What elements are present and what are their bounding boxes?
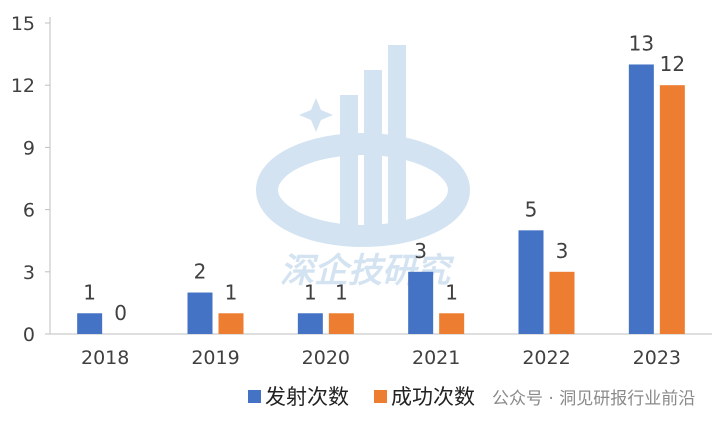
y-tick-label: 0 — [23, 324, 35, 346]
data-label: 3 — [414, 239, 427, 263]
bar — [328, 313, 354, 334]
y-tick-label: 15 — [11, 13, 35, 35]
bar — [218, 313, 244, 334]
x-tick-label: 2021 — [412, 347, 460, 369]
data-label: 13 — [629, 31, 654, 55]
x-tick-label: 2020 — [302, 347, 350, 369]
legend-swatch — [374, 390, 387, 403]
bar — [518, 230, 544, 334]
bar — [297, 313, 323, 334]
data-label: 1 — [304, 280, 317, 304]
legend: 发射次数 成功次数 — [248, 385, 475, 409]
bar — [628, 64, 654, 334]
x-tick-label: 2022 — [522, 347, 570, 369]
y-tick-label: 3 — [23, 262, 35, 284]
bar — [77, 313, 103, 334]
legend-label: 发射次数 — [265, 385, 349, 409]
watermark-logo: 深企技研究 — [256, 45, 470, 291]
data-label: 12 — [660, 52, 685, 76]
bar — [659, 85, 685, 334]
data-label: 1 — [225, 280, 238, 304]
data-label: 3 — [556, 239, 569, 263]
data-label: 1 — [335, 280, 348, 304]
bar — [187, 292, 213, 334]
legend-label: 成功次数 — [391, 385, 475, 409]
data-label: 1 — [445, 280, 458, 304]
y-tick-label: 6 — [23, 200, 35, 222]
bar — [439, 313, 465, 334]
x-tick-label: 2018 — [81, 347, 129, 369]
data-label: 1 — [83, 280, 96, 304]
legend-swatch — [248, 390, 261, 403]
bar — [408, 271, 434, 334]
data-label: 0 — [114, 301, 127, 325]
bars — [77, 64, 685, 334]
bar — [549, 271, 575, 334]
watermark-source: 公众号 · 洞见研报行业前沿 — [492, 389, 695, 409]
x-tick-label: 2023 — [633, 347, 681, 369]
x-axis: 2018 2019 2020 2021 2022 2023 — [81, 347, 681, 369]
y-tick-label: 12 — [11, 75, 35, 97]
data-label: 5 — [525, 197, 538, 221]
data-label: 2 — [194, 260, 207, 284]
x-tick-label: 2019 — [191, 347, 239, 369]
y-tick-label: 9 — [23, 137, 35, 159]
